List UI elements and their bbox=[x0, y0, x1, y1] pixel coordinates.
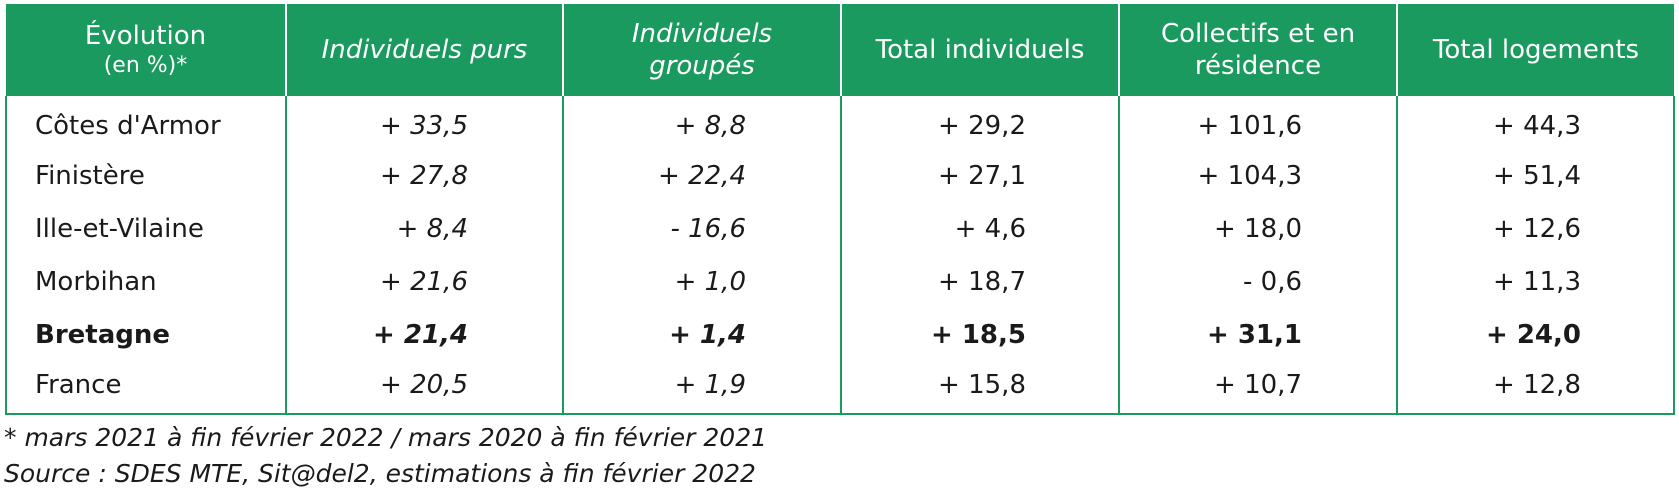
cell-total-logements: + 24,0 bbox=[1396, 308, 1675, 361]
source-note: Source : SDES MTE, Sit@del2, estimations… bbox=[4, 459, 756, 488]
cell-individuels-purs: + 20,5 bbox=[285, 361, 563, 415]
cell-collectifs: + 31,1 bbox=[1118, 308, 1397, 361]
header-evolution-line1: Évolution bbox=[84, 21, 207, 51]
cell-individuels-purs: + 27,8 bbox=[285, 149, 563, 202]
row-label: Morbihan bbox=[5, 255, 286, 308]
row-label: France bbox=[5, 361, 286, 415]
cell-collectifs: + 10,7 bbox=[1118, 361, 1397, 415]
header-total-individuels-label: Total individuels bbox=[875, 35, 1085, 65]
header-total-individuels: Total individuels bbox=[840, 4, 1119, 96]
header-row: Évolution (en %)* Individuels purs Indiv… bbox=[6, 4, 1674, 96]
cell-individuels-groupes: + 8,8 bbox=[562, 96, 841, 149]
table-row-bretagne: Bretagne + 21,4 + 1,4 + 18,5 + 31,1 + 24… bbox=[5, 308, 1675, 361]
cell-individuels-groupes: + 1,4 bbox=[562, 308, 841, 361]
cell-total-individuels: + 18,7 bbox=[840, 255, 1119, 308]
cell-total-individuels: + 4,6 bbox=[840, 202, 1119, 255]
cell-collectifs: - 0,6 bbox=[1118, 255, 1397, 308]
table-row: Côtes d'Armor + 33,5 + 8,8 + 29,2 + 101,… bbox=[5, 96, 1675, 149]
cell-individuels-purs: + 21,6 bbox=[285, 255, 563, 308]
cell-collectifs: + 101,6 bbox=[1118, 96, 1397, 149]
row-label: Ille-et-Vilaine bbox=[5, 202, 286, 255]
cell-total-logements: + 44,3 bbox=[1396, 96, 1675, 149]
data-table: Évolution (en %)* Individuels purs Indiv… bbox=[5, 4, 1675, 415]
cell-total-individuels: + 18,5 bbox=[840, 308, 1119, 361]
cell-individuels-purs: + 21,4 bbox=[285, 308, 563, 361]
table-row: Finistère + 27,8 + 22,4 + 27,1 + 104,3 +… bbox=[5, 149, 1675, 202]
housing-evolution-table: Évolution (en %)* Individuels purs Indiv… bbox=[5, 4, 1675, 415]
header-individuels-purs-label: Individuels purs bbox=[321, 35, 528, 65]
cell-individuels-purs: + 8,4 bbox=[285, 202, 563, 255]
cell-individuels-groupes: - 16,6 bbox=[562, 202, 841, 255]
row-label: Finistère bbox=[5, 149, 286, 202]
table-row: Ille-et-Vilaine + 8,4 - 16,6 + 4,6 + 18,… bbox=[5, 202, 1675, 255]
cell-total-individuels: + 27,1 bbox=[840, 149, 1119, 202]
cell-total-logements: + 11,3 bbox=[1396, 255, 1675, 308]
header-collectifs-line2: résidence bbox=[1194, 51, 1322, 81]
cell-total-logements: + 12,8 bbox=[1396, 361, 1675, 415]
table-body: Côtes d'Armor + 33,5 + 8,8 + 29,2 + 101,… bbox=[5, 96, 1675, 415]
cell-total-logements: + 51,4 bbox=[1396, 149, 1675, 202]
cell-individuels-groupes: + 1,9 bbox=[562, 361, 841, 415]
header-individuels-groupes-line2: groupés bbox=[649, 51, 755, 81]
header-collectifs: Collectifs et en résidence bbox=[1118, 4, 1397, 96]
header-total-logements-label: Total logements bbox=[1432, 35, 1640, 65]
cell-individuels-purs: + 33,5 bbox=[285, 96, 563, 149]
cell-total-individuels: + 29,2 bbox=[840, 96, 1119, 149]
cell-collectifs: + 18,0 bbox=[1118, 202, 1397, 255]
table-row: Morbihan + 21,6 + 1,0 + 18,7 - 0,6 + 11,… bbox=[5, 255, 1675, 308]
cell-collectifs: + 104,3 bbox=[1118, 149, 1397, 202]
header-evolution-line2: (en %)* bbox=[103, 53, 188, 78]
table-row: France + 20,5 + 1,9 + 15,8 + 10,7 + 12,8 bbox=[5, 361, 1675, 415]
cell-individuels-groupes: + 1,0 bbox=[562, 255, 841, 308]
header-individuels-groupes: Individuels groupés bbox=[562, 4, 841, 96]
footnote: * mars 2021 à fin février 2022 / mars 20… bbox=[4, 423, 768, 452]
header-total-logements: Total logements bbox=[1396, 4, 1674, 96]
header-individuels-purs: Individuels purs bbox=[285, 4, 563, 96]
cell-total-individuels: + 15,8 bbox=[840, 361, 1119, 415]
row-label: Côtes d'Armor bbox=[5, 96, 286, 149]
table-header: Évolution (en %)* Individuels purs Indiv… bbox=[6, 4, 1674, 96]
row-label: Bretagne bbox=[5, 308, 286, 361]
cell-total-logements: + 12,6 bbox=[1396, 202, 1675, 255]
header-evolution: Évolution (en %)* bbox=[6, 4, 286, 96]
table-notes: * mars 2021 à fin février 2022 / mars 20… bbox=[4, 420, 767, 492]
cell-individuels-groupes: + 22,4 bbox=[562, 149, 841, 202]
header-individuels-groupes-line1: Individuels bbox=[631, 19, 773, 49]
header-collectifs-line1: Collectifs et en bbox=[1160, 19, 1356, 49]
